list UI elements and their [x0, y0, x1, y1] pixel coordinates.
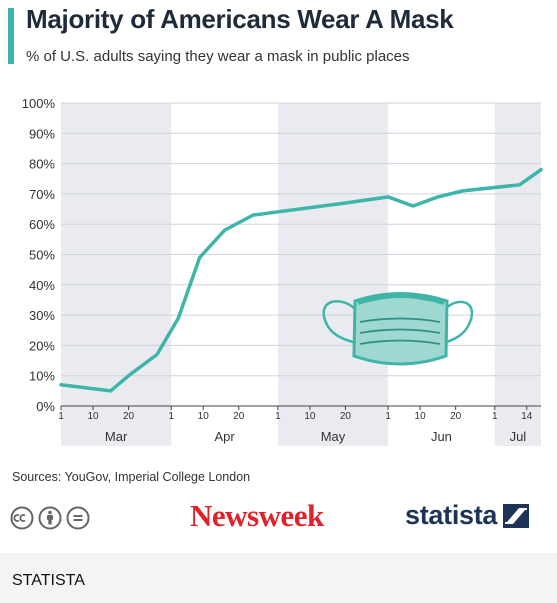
month-label: Jun — [431, 429, 452, 444]
image-caption: STATISTA — [12, 572, 85, 589]
data-point — [411, 204, 415, 208]
x-tick-label: 1 — [385, 411, 391, 422]
x-tick-label: 1 — [275, 411, 281, 422]
data-point — [386, 195, 390, 199]
x-tick-label: 1 — [492, 411, 498, 422]
creative-commons-icon[interactable] — [10, 506, 34, 530]
chart-card: Majority of Americans Wear A Mask % of U… — [8, 4, 543, 533]
x-tick-label: 1 — [168, 411, 174, 422]
y-tick-label: 80% — [29, 157, 55, 172]
x-axis-ticks: 1 10 20 1 10 20 1 10 20 1 10 20 1 14 — [58, 406, 533, 422]
month-label: Jul — [510, 429, 527, 444]
month-band — [494, 103, 541, 446]
data-point — [176, 316, 180, 320]
data-point — [251, 213, 255, 217]
month-band — [277, 103, 389, 446]
data-point — [539, 168, 543, 172]
x-tick-label: 10 — [87, 411, 99, 422]
x-tick-label: 20 — [340, 411, 352, 422]
y-tick-label: 90% — [29, 126, 55, 141]
x-tick-label: 20 — [123, 411, 135, 422]
data-point — [436, 195, 440, 199]
y-tick-label: 20% — [29, 338, 55, 353]
data-point — [155, 352, 159, 356]
gridlines — [61, 102, 541, 407]
statista-logo[interactable]: statista — [405, 500, 530, 531]
x-tick-label: 10 — [198, 411, 210, 422]
caption-bar — [0, 553, 557, 603]
attribution-icon[interactable] — [38, 506, 62, 530]
y-tick-label: 70% — [29, 187, 55, 202]
month-band — [61, 103, 172, 446]
sources-note: Sources: YouGov, Imperial College London — [12, 470, 251, 484]
y-tick-label: 50% — [29, 248, 55, 263]
license-icons — [10, 506, 90, 530]
data-point — [223, 228, 227, 232]
title-accent-bar — [8, 8, 14, 64]
x-tick-label: 10 — [304, 411, 316, 422]
month-bands — [61, 103, 541, 446]
newsweek-logo[interactable]: Newsweek — [190, 498, 324, 533]
y-tick-label: 0% — [36, 399, 55, 414]
x-tick-label: 14 — [521, 411, 533, 422]
data-point — [59, 383, 63, 387]
data-point — [198, 256, 202, 260]
data-point — [461, 189, 465, 193]
x-tick-label: 10 — [415, 411, 427, 422]
statista-wordmark: statista — [405, 500, 498, 530]
month-label: May — [321, 429, 346, 444]
chart-title: Majority of Americans Wear A Mask — [26, 4, 454, 34]
series-group — [59, 167, 543, 393]
y-tick-label: 10% — [29, 369, 55, 384]
x-tick-label: 1 — [58, 411, 64, 422]
x-tick-label: 20 — [450, 411, 462, 422]
data-point — [109, 389, 113, 393]
face-mask-icon — [322, 292, 474, 366]
month-label: Mar — [105, 429, 128, 444]
data-point — [343, 201, 347, 205]
data-point — [518, 183, 522, 187]
chart-subtitle: % of U.S. adults saying they wear a mask… — [26, 48, 410, 65]
y-axis-ticks: 0% 10% 20% 30% 40% 50% 60% 70% 80% 90% 100% — [22, 96, 56, 414]
y-tick-label: 100% — [22, 96, 56, 111]
y-tick-label: 60% — [29, 217, 55, 232]
data-point — [127, 374, 131, 378]
line-chart: 0%10%20%30%40%50%60%70%80%90%100% 1 10 20 1… — [22, 96, 543, 446]
no-derivatives-icon[interactable] — [66, 506, 90, 530]
x-tick-label: 20 — [233, 411, 245, 422]
y-tick-label: 30% — [29, 308, 55, 323]
y-tick-label: 40% — [29, 278, 55, 293]
statista-logo-icon — [503, 503, 530, 528]
month-label: Apr — [214, 429, 235, 444]
month-labels: Mar Apr May Jun Jul — [105, 429, 526, 444]
